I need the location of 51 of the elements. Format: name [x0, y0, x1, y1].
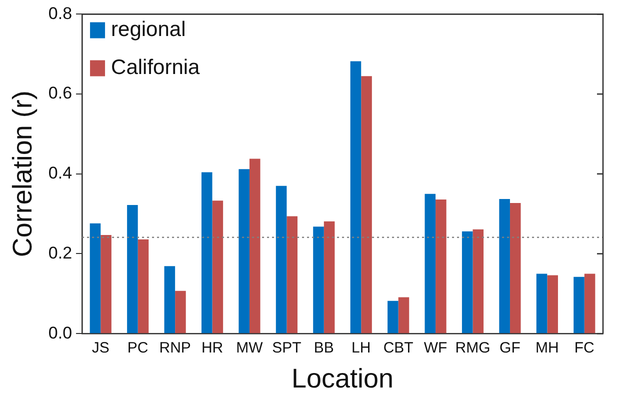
x-tick-label: HR — [201, 340, 224, 357]
bar — [510, 203, 521, 334]
bar — [388, 300, 398, 334]
y-tick-label: 0.4 — [48, 164, 72, 183]
bar — [350, 61, 362, 334]
x-tick-label: JS — [92, 340, 110, 357]
x-tick-label: BB — [314, 340, 334, 357]
bar — [313, 226, 324, 334]
y-axis-title: Correlation (r) — [8, 90, 38, 258]
legend-label: California — [111, 56, 200, 79]
bar — [547, 275, 558, 334]
x-tick-label: GF — [500, 340, 520, 357]
bar — [127, 205, 138, 334]
bar — [462, 231, 473, 334]
legend-label: regional — [111, 18, 186, 41]
bar — [249, 158, 260, 334]
bar — [212, 200, 224, 334]
bar — [398, 297, 410, 334]
y-tick-label: 0.0 — [48, 323, 72, 342]
bar — [424, 194, 436, 334]
x-tick-label: LH — [352, 340, 371, 357]
bar — [90, 223, 101, 334]
y-tick-label: 0.8 — [48, 4, 72, 23]
x-tick-label: PC — [127, 340, 148, 357]
x-axis-title: Location — [291, 363, 394, 394]
bar — [238, 169, 250, 334]
x-tick-label: MW — [236, 340, 264, 357]
bar — [536, 274, 548, 334]
x-tick-label: RMG — [455, 340, 490, 357]
x-tick-label: WF — [424, 340, 448, 357]
bar — [164, 266, 176, 334]
bar — [584, 274, 596, 334]
x-tick-label: FC — [574, 340, 595, 357]
x-tick-label: MH — [536, 340, 559, 357]
bar — [499, 199, 510, 334]
bar — [100, 234, 112, 334]
bar — [472, 229, 484, 334]
bar — [138, 239, 149, 334]
bar — [175, 290, 186, 334]
bar — [361, 76, 372, 334]
x-tick-label: SPT — [272, 340, 302, 357]
x-tick-label: RNP — [159, 340, 191, 357]
bar — [324, 221, 335, 334]
bar — [286, 216, 298, 334]
y-tick-label: 0.6 — [48, 84, 72, 103]
y-tick-label: 0.2 — [48, 243, 72, 262]
bar — [276, 186, 287, 334]
bar — [574, 276, 584, 334]
bar — [436, 199, 446, 334]
bar — [201, 172, 212, 334]
x-tick-label: CBT — [383, 340, 414, 357]
